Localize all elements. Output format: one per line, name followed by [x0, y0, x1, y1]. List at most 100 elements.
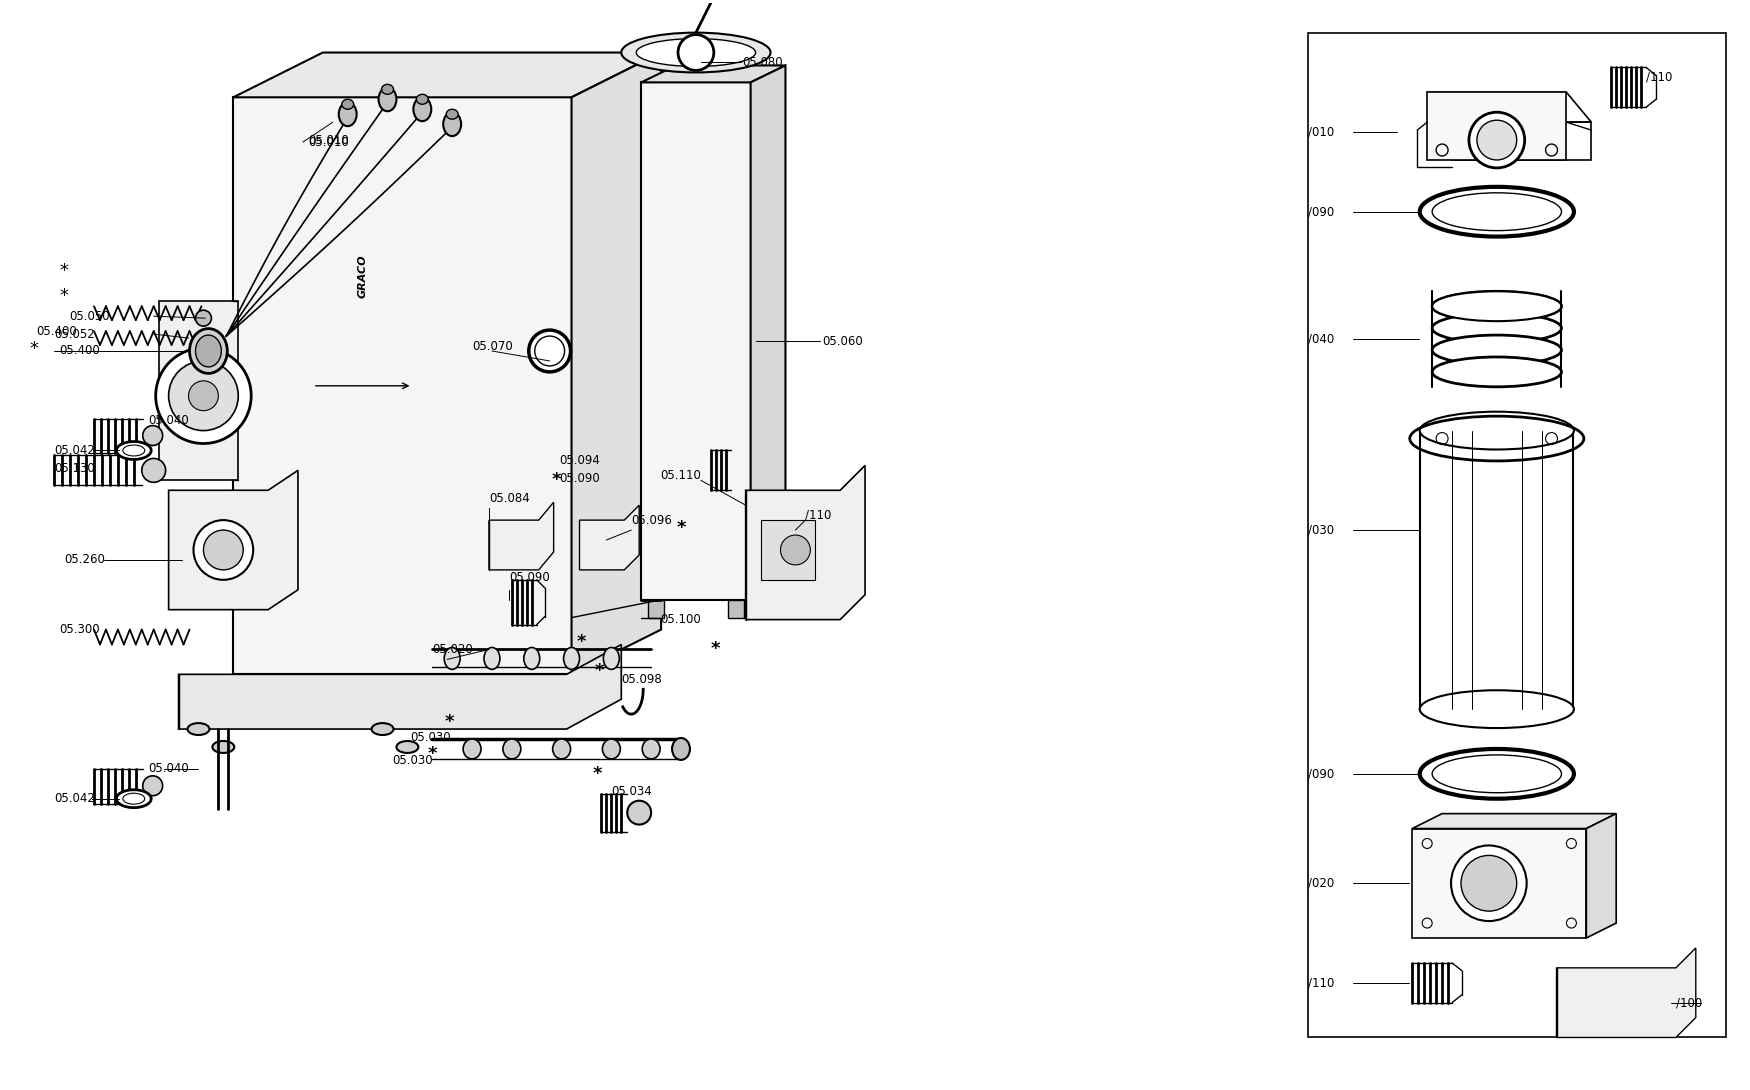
Ellipse shape — [1432, 313, 1561, 343]
Text: 05.090: 05.090 — [509, 571, 550, 584]
Ellipse shape — [341, 99, 354, 109]
Polygon shape — [1428, 93, 1566, 160]
Ellipse shape — [208, 553, 235, 567]
Polygon shape — [751, 65, 786, 600]
Text: 05.400: 05.400 — [37, 325, 77, 338]
Text: *: * — [60, 263, 68, 280]
Circle shape — [144, 776, 163, 796]
Bar — [761, 520, 816, 580]
Polygon shape — [746, 465, 864, 619]
Polygon shape — [1556, 948, 1696, 1038]
Ellipse shape — [443, 112, 460, 136]
Text: 05.052: 05.052 — [54, 328, 94, 340]
Text: 05.130: 05.130 — [54, 462, 94, 475]
Polygon shape — [640, 65, 786, 83]
Ellipse shape — [464, 739, 481, 759]
Text: /110: /110 — [1307, 977, 1334, 990]
Ellipse shape — [502, 739, 522, 759]
Text: /110: /110 — [1647, 71, 1673, 84]
Ellipse shape — [523, 647, 539, 669]
Text: *: * — [710, 641, 721, 658]
Text: 05.040: 05.040 — [149, 762, 189, 775]
Text: 05.060: 05.060 — [822, 335, 863, 348]
Text: /090: /090 — [1307, 205, 1334, 218]
Ellipse shape — [1432, 356, 1561, 387]
Ellipse shape — [117, 790, 150, 808]
Circle shape — [203, 530, 243, 570]
Bar — [1307, 33, 1726, 1038]
Circle shape — [1461, 856, 1517, 911]
Ellipse shape — [536, 336, 565, 366]
Text: 05.084: 05.084 — [488, 492, 530, 505]
Text: 05.090: 05.090 — [560, 472, 600, 485]
Polygon shape — [1412, 813, 1617, 828]
Text: *: * — [578, 632, 586, 651]
Ellipse shape — [212, 741, 235, 753]
Polygon shape — [1586, 813, 1617, 938]
Text: *: * — [676, 519, 686, 537]
Ellipse shape — [340, 102, 357, 126]
Polygon shape — [233, 52, 662, 97]
Text: *: * — [551, 471, 562, 489]
Text: 05.030: 05.030 — [411, 730, 452, 743]
Ellipse shape — [1432, 193, 1561, 231]
Text: 05.094: 05.094 — [560, 453, 600, 467]
Ellipse shape — [413, 97, 430, 121]
Ellipse shape — [642, 739, 660, 759]
Ellipse shape — [1432, 755, 1561, 792]
Circle shape — [1468, 112, 1524, 168]
Circle shape — [189, 380, 219, 411]
Ellipse shape — [444, 647, 460, 669]
Text: 05.040: 05.040 — [149, 414, 189, 427]
Text: *: * — [593, 765, 602, 783]
Circle shape — [194, 520, 254, 580]
Text: /100: /100 — [1676, 996, 1703, 1009]
Polygon shape — [648, 600, 663, 618]
Text: GRACO: GRACO — [357, 255, 368, 299]
Text: 05.050: 05.050 — [70, 310, 110, 323]
Text: /040: /040 — [1307, 332, 1334, 346]
Ellipse shape — [1432, 291, 1561, 322]
Text: 05.300: 05.300 — [60, 623, 100, 637]
Circle shape — [1451, 846, 1526, 921]
Text: /020: /020 — [1307, 876, 1334, 889]
Text: *: * — [60, 288, 68, 305]
Text: *: * — [30, 340, 38, 358]
Ellipse shape — [564, 647, 579, 669]
Ellipse shape — [123, 445, 145, 456]
Ellipse shape — [397, 741, 418, 753]
Ellipse shape — [602, 739, 620, 759]
Ellipse shape — [528, 330, 570, 372]
Circle shape — [144, 425, 163, 446]
Ellipse shape — [201, 549, 242, 571]
Ellipse shape — [621, 33, 770, 72]
Ellipse shape — [604, 647, 620, 669]
Text: 05.070: 05.070 — [473, 339, 513, 352]
Text: 05.034: 05.034 — [611, 785, 653, 798]
Circle shape — [677, 35, 714, 71]
Ellipse shape — [1432, 291, 1561, 322]
Polygon shape — [178, 644, 621, 729]
Polygon shape — [488, 502, 553, 570]
Polygon shape — [579, 505, 639, 570]
Polygon shape — [159, 301, 238, 481]
Ellipse shape — [672, 738, 690, 760]
Text: 05.080: 05.080 — [742, 56, 784, 69]
Ellipse shape — [378, 87, 397, 111]
Polygon shape — [728, 600, 744, 618]
Ellipse shape — [485, 647, 500, 669]
Circle shape — [168, 361, 238, 431]
Text: *: * — [595, 663, 604, 680]
Ellipse shape — [637, 38, 756, 66]
Circle shape — [1477, 120, 1517, 160]
Polygon shape — [640, 83, 751, 600]
Ellipse shape — [117, 441, 150, 460]
Circle shape — [142, 459, 166, 482]
Text: /090: /090 — [1307, 767, 1334, 780]
Text: 05.260: 05.260 — [65, 554, 105, 567]
Ellipse shape — [1432, 335, 1561, 365]
Ellipse shape — [1419, 690, 1573, 728]
Ellipse shape — [446, 109, 458, 119]
Text: 05.096: 05.096 — [632, 513, 672, 526]
Ellipse shape — [187, 723, 210, 735]
